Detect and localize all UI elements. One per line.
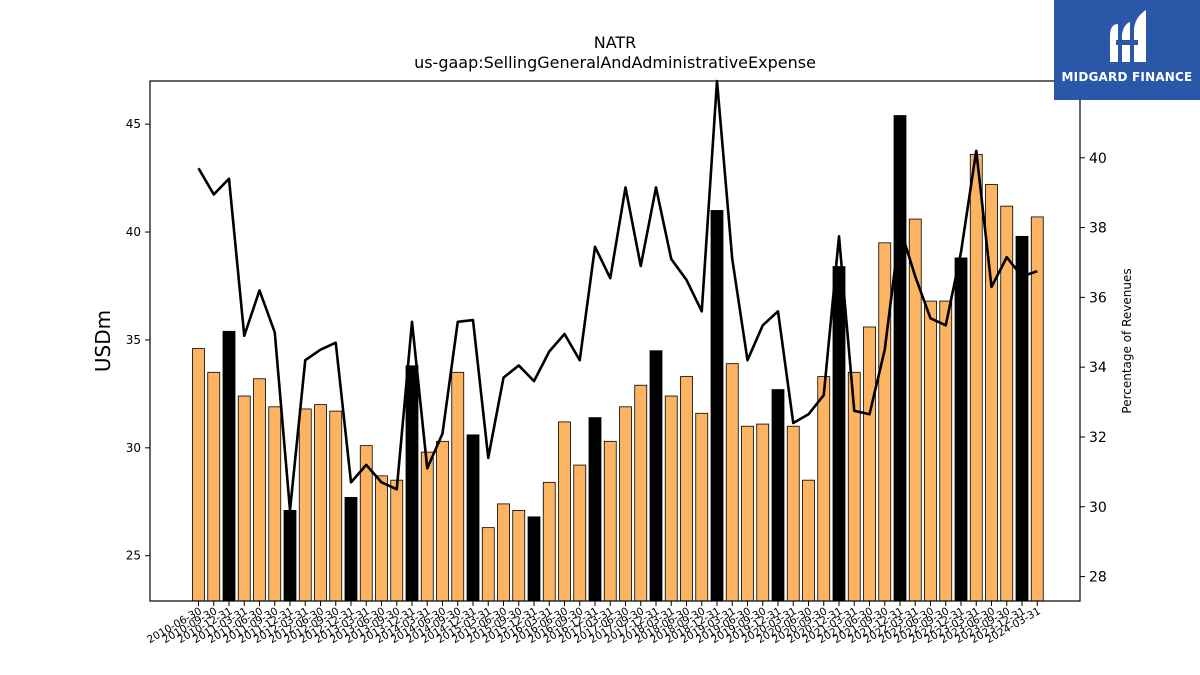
bar-annual	[649, 350, 663, 602]
percentage-line	[197, 79, 1038, 512]
bar-quarter	[1030, 216, 1044, 602]
bar-annual	[832, 266, 846, 602]
bar-quarter	[481, 527, 495, 602]
bar-quarter	[298, 408, 312, 602]
bar-quarter	[207, 371, 221, 602]
bar-quarter	[314, 404, 327, 602]
bar-annual	[527, 516, 541, 602]
bar-quarter	[680, 376, 693, 602]
bars-group	[192, 115, 1044, 602]
bar-quarter	[863, 326, 876, 602]
bar-quarter	[329, 410, 343, 602]
y-tick-label: 40	[126, 225, 141, 239]
bar-quarter	[542, 481, 556, 602]
bar-quarter	[924, 300, 937, 602]
y2-tick-label: 30	[1089, 500, 1107, 516]
bar-annual	[771, 389, 785, 602]
bar-quarter	[268, 406, 282, 602]
bar-quarter	[619, 406, 632, 602]
bar-annual	[344, 497, 358, 602]
bar-quarter	[420, 451, 434, 602]
y2-tick-label: 32	[1089, 430, 1107, 446]
bar-quarter	[237, 395, 251, 602]
y-tick-label: 25	[126, 549, 141, 563]
bar-quarter	[451, 371, 465, 602]
bar-quarter	[802, 479, 815, 602]
y-tick-label: 30	[126, 441, 141, 455]
bar-quarter	[558, 421, 571, 602]
bar-quarter	[573, 464, 587, 602]
bar-quarter	[969, 153, 983, 602]
y-tick-label: 35	[126, 333, 141, 347]
plot-frame	[149, 80, 1081, 602]
bar-annual	[222, 330, 236, 602]
y-axis-label: USDm	[91, 310, 115, 372]
bar-quarter	[817, 376, 831, 602]
bar-annual	[954, 257, 968, 602]
logo-mark-icon	[1110, 10, 1146, 62]
bar-quarter	[786, 425, 800, 602]
bar-quarter	[695, 412, 709, 602]
y-axis-right: 28 30 32 34 36 38 40	[1080, 151, 1107, 586]
bar-quarter	[253, 378, 266, 602]
bar-quarter	[436, 440, 449, 602]
bar-quarter	[375, 475, 388, 602]
y2-tick-label: 40	[1089, 151, 1107, 167]
bar-annual	[466, 434, 480, 602]
bar-annual	[405, 365, 419, 602]
bar-quarter	[390, 479, 404, 602]
x-axis: 2010-06-302010-09-302010-12-312011-03-31…	[145, 601, 1043, 646]
bar-quarter	[741, 425, 754, 602]
brand-logo: MIDGARD FINANCE	[1054, 0, 1200, 100]
bar-quarter	[634, 384, 648, 602]
y2-tick-label: 28	[1089, 570, 1107, 586]
bar-quarter	[939, 300, 953, 602]
chart-subtitle: us-gaap:SellingGeneralAndAdministrativeE…	[414, 53, 816, 72]
bar-quarter	[603, 440, 617, 602]
y2-axis-label: Percentage of Revenues	[1120, 268, 1134, 413]
bar-quarter	[192, 348, 205, 602]
y2-tick-label: 38	[1089, 221, 1107, 237]
y-axis-left: 25 30 35 40 45	[126, 117, 150, 563]
y-tick-label: 45	[126, 117, 141, 131]
bar-quarter	[756, 423, 770, 602]
bar-annual	[283, 509, 297, 602]
bar-annual	[588, 417, 602, 602]
bar-annual	[893, 115, 907, 602]
bar-annual	[710, 210, 724, 602]
chart-title: NATR	[594, 33, 637, 52]
brand-name: MIDGARD FINANCE	[1061, 70, 1193, 84]
bar-quarter	[512, 509, 526, 602]
y2-tick-label: 36	[1089, 290, 1107, 306]
bar-quarter	[878, 242, 892, 602]
bar-quarter	[664, 395, 678, 602]
bar-quarter	[497, 503, 510, 602]
y2-tick-label: 34	[1089, 360, 1107, 376]
bar-annual	[1015, 235, 1029, 602]
bar-quarter	[725, 363, 739, 602]
